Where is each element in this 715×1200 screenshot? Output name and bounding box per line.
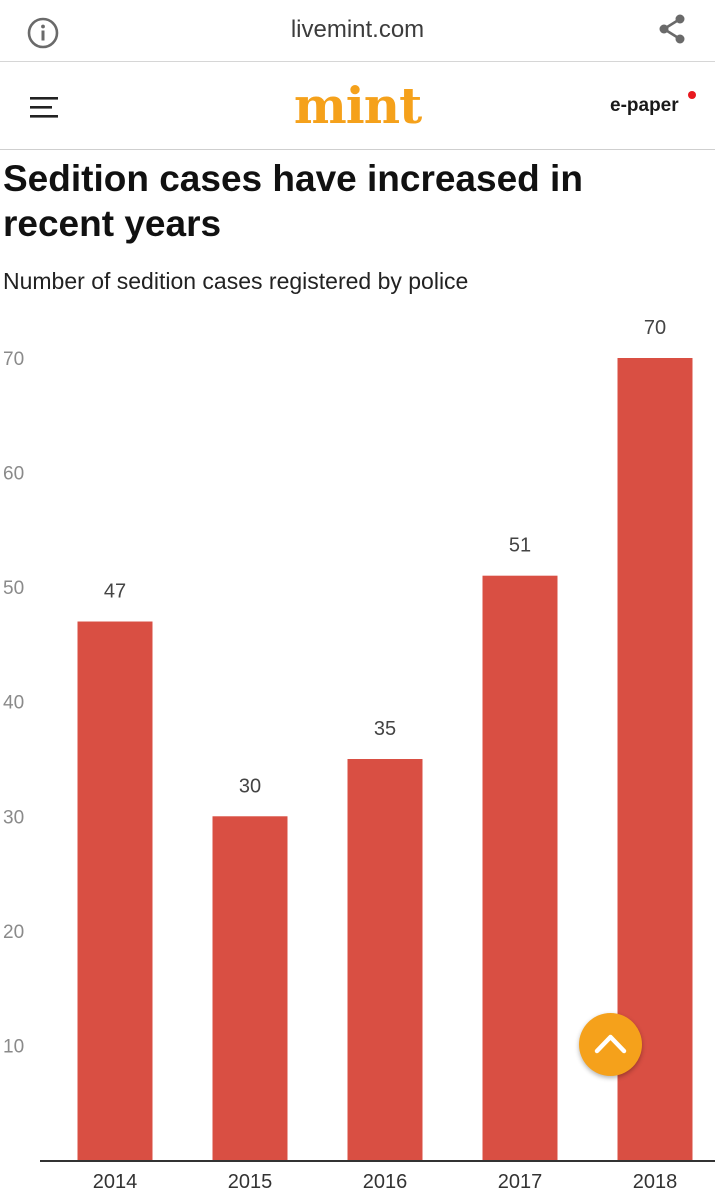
y-tick-label: 30 [3, 807, 24, 828]
site-header: mint e-paper [0, 62, 715, 150]
y-tick-label: 70 [3, 349, 24, 370]
chart-subtitle: Number of sedition cases registered by p… [3, 268, 469, 294]
data-label-2017: 51 [509, 535, 531, 557]
chevron-up-icon [594, 1034, 627, 1054]
info-icon[interactable] [26, 16, 60, 50]
chart-title: Sedition cases have increased in recent … [3, 158, 583, 244]
url-text[interactable]: livemint.com [290, 16, 425, 43]
x-tick-label: 2018 [633, 1171, 678, 1193]
y-tick-label: 50 [3, 578, 24, 599]
y-tick-label: 40 [3, 693, 24, 714]
browser-address-bar: livemint.com [0, 0, 715, 62]
data-label-2016: 35 [374, 718, 396, 740]
data-label-2018: 70 [644, 317, 666, 339]
bar-2014 [77, 621, 153, 1160]
bar-2016 [347, 759, 423, 1160]
bar-2015 [212, 816, 288, 1160]
data-label-2014: 47 [104, 581, 126, 603]
bar-2017 [482, 575, 558, 1160]
x-tick-label: 2016 [363, 1171, 408, 1193]
y-tick-label: 60 [3, 464, 24, 485]
share-icon[interactable] [655, 12, 689, 46]
y-tick-label: 20 [3, 922, 24, 943]
x-tick-label: 2014 [93, 1171, 138, 1193]
y-tick-label: 10 [3, 1036, 24, 1057]
mint-logo[interactable]: mint [293, 76, 422, 135]
scroll-to-top-button[interactable] [579, 1013, 642, 1076]
x-tick-label: 2015 [228, 1171, 273, 1193]
x-tick-label: 2017 [498, 1171, 543, 1193]
bar-chart: 10 20 30 40 50 60 70 47 2014 30 2015 35 2016 51 2017 70… [3, 317, 715, 1193]
epaper-notification-dot [688, 91, 696, 99]
epaper-link[interactable]: e-paper [610, 95, 679, 116]
hamburger-menu-icon[interactable] [30, 95, 60, 121]
data-label-2015: 30 [239, 775, 261, 797]
